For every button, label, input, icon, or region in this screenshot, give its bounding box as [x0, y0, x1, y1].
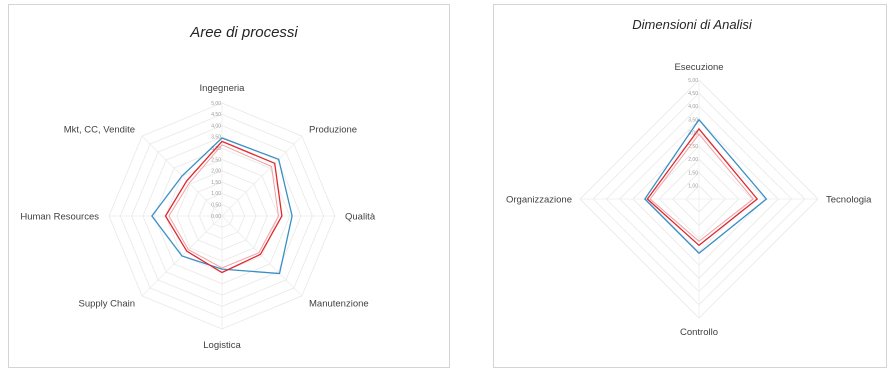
grid-spoke [221, 215, 303, 297]
radar-grid [108, 102, 336, 330]
category-label: Esecuzione [674, 62, 723, 73]
chart-title: Dimensioni di Analisi [632, 17, 753, 32]
category-label: Supply Chain [78, 299, 135, 310]
tick-label: 1,00 [688, 184, 698, 190]
tick-label: 4,50 [688, 91, 698, 97]
tick-label: 2,00 [688, 157, 698, 163]
tick-label: 4,00 [688, 104, 698, 110]
tick-label: 1,50 [688, 170, 698, 176]
series-line-2 [164, 140, 283, 274]
category-label: Tecnologia [826, 195, 872, 206]
series-line-3 [168, 144, 280, 269]
radar-chart-aree-processi: Aree di processi 0,00 0,50 1,00 1,50 2,00 2,50… [20, 24, 376, 351]
series-line-1 [643, 118, 768, 255]
tick-label: 3,00 [211, 146, 221, 152]
tick-label: 0,00 [211, 214, 221, 220]
series-line-3 [649, 133, 754, 242]
tick-label: 3,50 [211, 135, 221, 141]
category-label: Ingegneria [200, 83, 246, 94]
grid-spoke [221, 135, 303, 217]
tick-label: 1,00 [211, 191, 221, 197]
tick-label: 2,00 [211, 169, 221, 175]
chart-panel-dimensioni-analisi: Dimensioni di Analisi 1,00 1,50 2,00 2,50 3,0… [493, 4, 887, 368]
category-label: Manutenzione [309, 299, 369, 310]
radar-grid [579, 79, 819, 319]
category-label: Human Resources [20, 212, 99, 223]
tick-label: 4,00 [211, 123, 221, 129]
category-label: Mkt, CC, Vendite [64, 125, 135, 136]
category-label: Organizzazione [506, 195, 572, 206]
tick-label: 3,50 [688, 118, 698, 124]
tick-label: 1,50 [211, 180, 221, 186]
tick-label: 2,50 [211, 157, 221, 163]
tick-label: 0,50 [211, 203, 221, 209]
category-label: Produzione [309, 125, 357, 136]
tick-label: 3,00 [688, 131, 698, 137]
chart-panel-aree-processi: Aree di processi 0,00 0,50 1,00 1,50 2,00 2,50… [8, 4, 450, 368]
radar-chart-dimensioni-analisi: Dimensioni di Analisi 1,00 1,50 2,00 2,50 3,0… [506, 17, 872, 338]
category-label: Controllo [680, 327, 718, 338]
series-line-2 [646, 127, 759, 247]
tick-label: 5,00 [211, 101, 221, 107]
series-line-1 [151, 137, 293, 275]
chart-title: Aree di processi [189, 24, 298, 41]
tick-label: 2,50 [688, 144, 698, 150]
category-label: Qualità [345, 212, 376, 223]
category-label: Logistica [203, 340, 241, 351]
tick-label: 4,50 [211, 112, 221, 118]
tick-label: 5,00 [688, 78, 698, 84]
